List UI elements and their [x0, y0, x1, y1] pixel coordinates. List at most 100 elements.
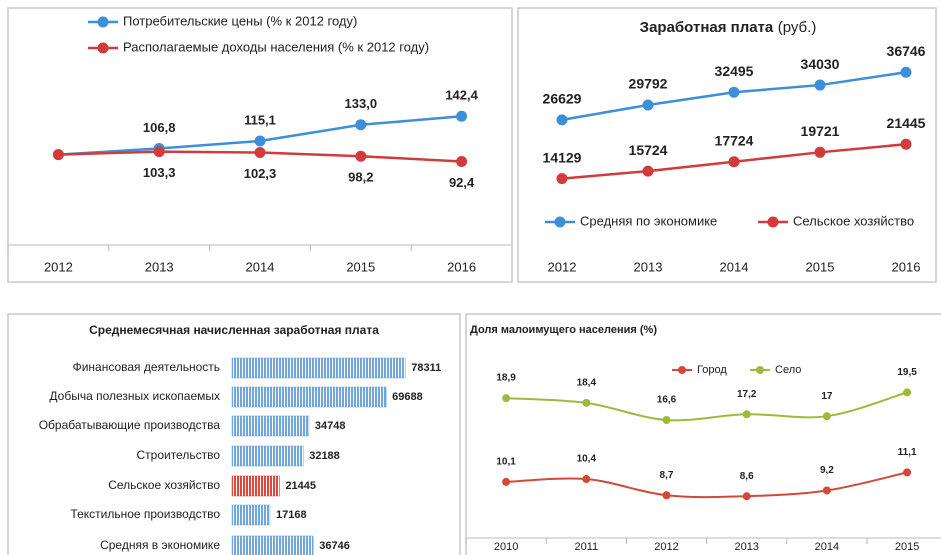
legend-label: Сельское хозяйство	[793, 213, 914, 228]
x-tick-label: 2015	[806, 259, 835, 274]
y-tick-label: Текстильное производство	[70, 507, 220, 521]
data-point	[742, 410, 751, 419]
x-tick-label: 2012	[548, 259, 577, 274]
data-point	[456, 110, 468, 122]
data-label: 103,3	[143, 165, 176, 180]
panel	[517, 7, 937, 283]
data-label: 8,6	[740, 471, 754, 482]
bar	[231, 535, 314, 555]
data-label: 133,0	[345, 96, 378, 111]
data-point	[355, 150, 367, 162]
data-label: 21445	[887, 115, 926, 131]
data-label: 32188	[309, 450, 340, 462]
data-point	[502, 394, 511, 403]
legend-label: Город	[697, 364, 727, 376]
data-label: 14129	[543, 149, 582, 165]
data-label: 18,9	[496, 373, 516, 384]
data-point	[662, 491, 671, 500]
x-tick-label: 2015	[346, 259, 375, 274]
data-point	[254, 135, 266, 147]
subtitle: (руб.)	[778, 19, 817, 36]
data-label: 26629	[543, 91, 582, 107]
legend-marker	[767, 216, 779, 228]
data-label: 19721	[801, 123, 840, 139]
data-point	[556, 173, 568, 185]
data-point	[556, 114, 568, 126]
legend-marker	[97, 16, 109, 28]
x-tick-label: 2012	[654, 541, 678, 553]
data-label: 32495	[715, 63, 754, 79]
data-point	[742, 492, 751, 501]
data-point	[728, 86, 740, 98]
y-tick-label: Строительство	[136, 448, 220, 462]
data-label: 98,2	[348, 170, 373, 185]
legend-label: Село	[775, 364, 801, 376]
data-label: 8,7	[660, 470, 674, 481]
data-point	[903, 388, 912, 397]
panel	[465, 313, 941, 555]
data-point	[814, 146, 826, 158]
data-point	[582, 475, 591, 484]
data-point	[900, 138, 912, 150]
series-line	[506, 471, 908, 499]
x-tick-label: 2011	[574, 541, 598, 553]
data-point	[822, 486, 831, 495]
data-label: 102,3	[244, 166, 277, 181]
data-label: 36746	[887, 43, 926, 59]
data-label: 10,4	[577, 454, 597, 465]
data-label: 34030	[801, 56, 840, 72]
bar	[231, 415, 310, 437]
data-point	[822, 412, 831, 421]
legend-marker	[554, 216, 566, 228]
data-point	[642, 165, 654, 177]
data-label: 15724	[629, 142, 668, 158]
x-tick-label: 2012	[44, 259, 73, 274]
y-tick-label: Обрабатывающие производства	[39, 418, 221, 432]
data-label: 115,1	[244, 112, 276, 127]
data-label: 21445	[285, 480, 316, 492]
bar	[231, 357, 406, 379]
data-label: 106,8	[143, 120, 176, 135]
data-label: 92,4	[449, 175, 475, 190]
x-tick-label: 2013	[734, 541, 758, 553]
x-tick-label: 2014	[815, 541, 839, 553]
legend-label: Потребительские цены (% к 2012 году)	[123, 13, 357, 28]
legend-label: Средняя по экономике	[580, 213, 717, 228]
y-tick-label: Финансовая деятельность	[73, 360, 220, 374]
data-point	[52, 149, 64, 161]
legend-marker	[756, 366, 764, 374]
data-point	[355, 119, 367, 131]
data-point	[153, 146, 165, 158]
bar	[231, 386, 387, 408]
chart-title: Заработная плата (руб.)	[640, 19, 817, 36]
legend-marker	[678, 366, 686, 374]
title: Заработная плата	[640, 19, 774, 36]
data-point	[900, 66, 912, 78]
data-point	[502, 477, 511, 486]
data-label: 10,1	[496, 457, 516, 468]
bar	[231, 445, 304, 467]
data-label: 11,1	[898, 447, 917, 458]
data-point	[582, 398, 591, 407]
legend-label: Располагаемые доходы населения (% к 2012…	[123, 39, 429, 54]
y-tick-label: Сельское хозяйство	[108, 478, 220, 492]
data-label: 18,4	[577, 377, 597, 388]
bar	[231, 504, 271, 526]
data-point	[642, 99, 654, 111]
data-label: 78311	[411, 362, 441, 374]
data-label: 34748	[315, 420, 346, 432]
data-label: 17168	[276, 509, 307, 521]
x-tick-label: 2013	[145, 259, 174, 274]
y-tick-label: Добыча полезных ископаемых	[49, 389, 220, 403]
data-label: 9,2	[820, 465, 834, 476]
data-label: 17	[821, 391, 833, 402]
x-tick-label: 2014	[246, 259, 275, 274]
data-label: 142,4	[445, 88, 478, 103]
data-point	[814, 79, 826, 91]
data-point	[254, 147, 266, 159]
data-label: 69688	[392, 391, 423, 403]
x-tick-label: 2016	[892, 259, 921, 274]
chart-title: Среднемесячная начисленная заработная пл…	[89, 323, 379, 337]
x-tick-label: 2015	[895, 541, 919, 553]
